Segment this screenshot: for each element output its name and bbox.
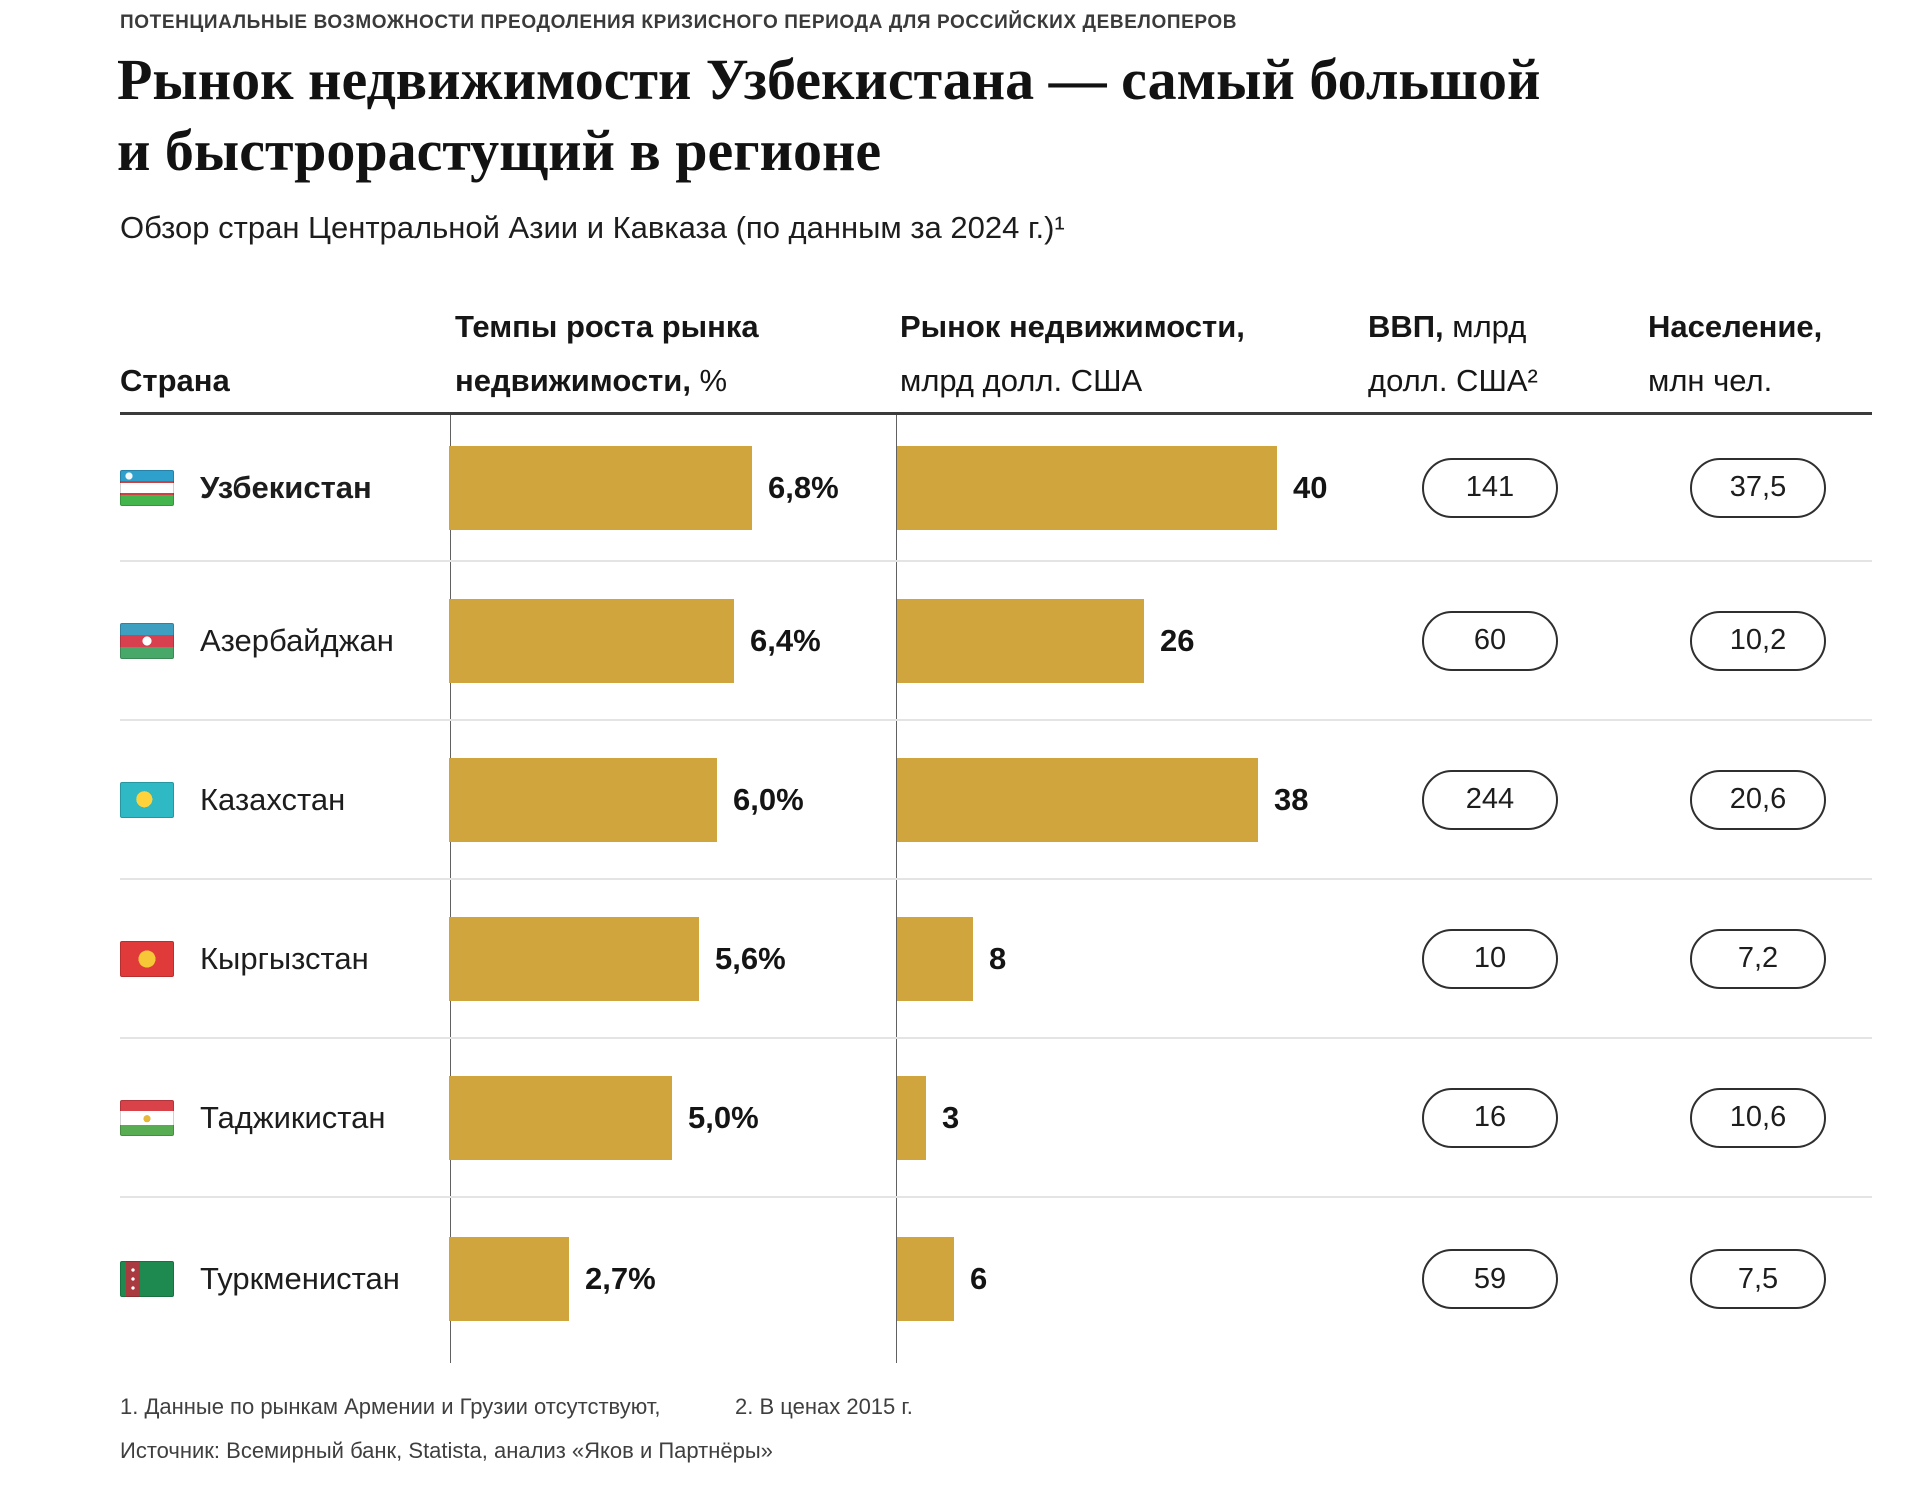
market-bar — [897, 1075, 926, 1160]
market-bar — [897, 757, 1258, 842]
growth-value: 5,0% — [688, 1099, 759, 1135]
growth-bar — [449, 757, 717, 842]
gdp-badge: 59 — [1422, 1249, 1558, 1309]
footnote-2: 2. В ценах 2015 г. — [735, 1394, 913, 1419]
column-header-country: Страна — [120, 363, 230, 398]
population-badge: 10,2 — [1690, 610, 1826, 671]
market-axis-line — [896, 415, 897, 1363]
page-title-line1: Рынок недвижимости Узбекистана — самый б… — [117, 47, 1541, 112]
market-value: 40 — [1293, 469, 1328, 505]
table-row: Азербайджан 6,4% 26 60 10,2 — [120, 562, 1872, 721]
country-label: Казахстан — [200, 781, 346, 817]
growth-value: 5,6% — [715, 940, 786, 976]
source-line: Источник: Всемирный банк, Statista, анал… — [120, 1438, 773, 1463]
flag-turkmenistan-icon — [120, 1261, 174, 1297]
market-bar — [897, 1237, 954, 1321]
column-header-growth-line2: недвижимости, % — [455, 363, 728, 398]
column-header-growth-line1: Темпы роста рынка — [455, 309, 759, 344]
gdp-badge: 10 — [1422, 928, 1558, 989]
population-badge: 20,6 — [1690, 769, 1826, 830]
growth-bar — [449, 1075, 672, 1160]
flag-tajikistan-icon — [120, 1099, 174, 1136]
growth-value: 6,0% — [733, 781, 804, 817]
population-badge: 7,2 — [1690, 928, 1826, 989]
country-label: Туркменистан — [200, 1261, 400, 1296]
market-bar — [897, 916, 973, 1001]
population-badge: 7,5 — [1690, 1249, 1826, 1309]
table-row: Узбекистан 6,8% 40 141 37,5 — [120, 415, 1872, 562]
column-header-gdp-line1: ВВП, млрд — [1368, 309, 1527, 344]
column-header-population: Население, млн чел. — [1648, 300, 1822, 408]
column-header-gdp-line2: долл. США² — [1368, 363, 1538, 398]
table-row: Казахстан 6,0% 38 244 20,6 — [120, 721, 1872, 880]
page-title-line2: и быстрорастущий в регионе — [117, 118, 882, 183]
column-header-market-line2: млрд долл. США — [900, 363, 1143, 398]
flag-azerbaijan-icon — [120, 622, 174, 659]
growth-bar — [449, 916, 699, 1001]
column-header-population-line2: млн чел. — [1648, 363, 1773, 398]
growth-axis-line — [450, 415, 451, 1363]
table-row: Таджикистан 5,0% 3 16 10,6 — [120, 1039, 1872, 1198]
growth-bar — [449, 445, 752, 530]
flag-kazakhstan-icon — [120, 781, 174, 818]
flag-kyrgyzstan-icon — [120, 940, 174, 977]
country-label: Кыргызстан — [200, 940, 369, 976]
table-row: Кыргызстан 5,6% 8 10 7,2 — [120, 880, 1872, 1039]
market-value: 8 — [989, 940, 1007, 976]
column-header-population-line1: Население, — [1648, 309, 1823, 344]
gdp-badge: 141 — [1422, 457, 1558, 518]
market-value: 3 — [942, 1099, 960, 1135]
page-title: Рынок недвижимости Узбекистана — самый б… — [117, 44, 1540, 186]
market-bar — [897, 445, 1277, 530]
growth-value: 6,4% — [750, 622, 821, 658]
market-value: 38 — [1274, 781, 1309, 817]
growth-bar — [449, 1237, 569, 1321]
column-header-gdp: ВВП, млрд долл. США² — [1368, 300, 1538, 408]
gdp-badge: 60 — [1422, 610, 1558, 671]
header-rule — [120, 412, 1872, 415]
column-header-growth: Темпы роста рынка недвижимости, % — [455, 300, 759, 408]
country-label: Азербайджан — [200, 622, 394, 658]
column-header-market: Рынок недвижимости, млрд долл. США — [900, 300, 1245, 408]
column-header-market-line1: Рынок недвижимости, — [900, 309, 1245, 344]
flag-uzbekistan-icon — [120, 469, 174, 506]
market-value: 26 — [1160, 622, 1195, 658]
gdp-badge: 16 — [1422, 1087, 1558, 1148]
country-label: Узбекистан — [200, 469, 372, 505]
growth-bar — [449, 598, 734, 683]
growth-value: 2,7% — [585, 1261, 656, 1296]
population-badge: 10,6 — [1690, 1087, 1826, 1148]
gdp-badge: 244 — [1422, 769, 1558, 830]
page-subtitle: Обзор стран Центральной Азии и Кавказа (… — [120, 210, 1065, 245]
market-bar — [897, 598, 1144, 683]
footnote-1: 1. Данные по рынкам Армении и Грузии отс… — [120, 1394, 661, 1419]
population-badge: 37,5 — [1690, 457, 1826, 518]
country-label: Таджикистан — [200, 1099, 386, 1135]
kicker: ПОТЕНЦИАЛЬНЫЕ ВОЗМОЖНОСТИ ПРЕОДОЛЕНИЯ КР… — [120, 12, 1238, 33]
market-value: 6 — [970, 1261, 988, 1296]
growth-value: 6,8% — [768, 469, 839, 505]
table-row: Туркменистан 2,7% 6 59 7,5 — [120, 1198, 1872, 1360]
